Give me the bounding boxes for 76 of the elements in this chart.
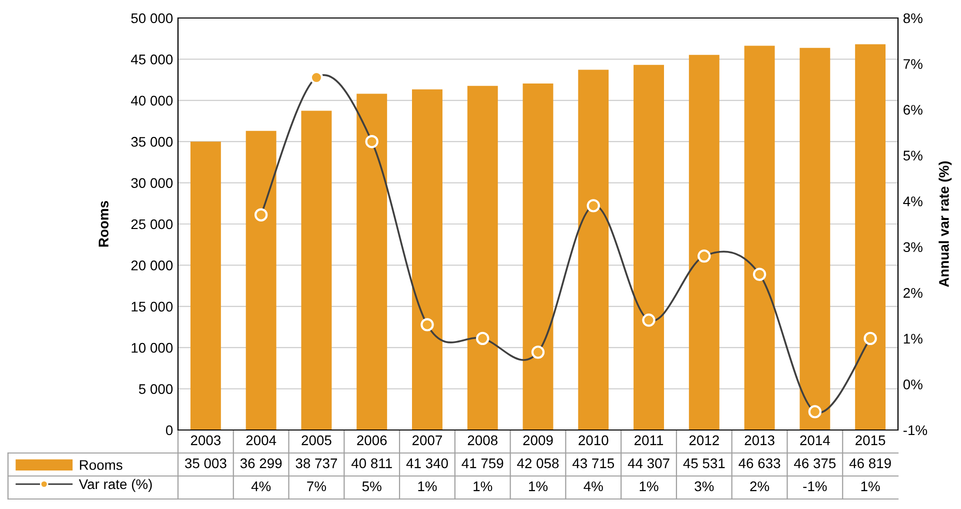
- bar: [412, 89, 442, 430]
- y2-tick-label: 5%: [903, 150, 922, 161]
- y-tick-label: 25 000: [131, 219, 173, 230]
- data-label: 44 307: [628, 458, 670, 468]
- bar: [246, 130, 276, 430]
- x-tick-label: 2013: [744, 435, 774, 446]
- data-label: 5%: [362, 481, 382, 492]
- y2-tick-label: 2%: [904, 288, 922, 298]
- data-label: 38 737: [296, 458, 338, 468]
- data-label: 46 633: [738, 458, 780, 468]
- data-label: 1%: [529, 481, 548, 492]
- y-tick-label: 35 000: [131, 136, 173, 147]
- data-label: 41 340: [406, 458, 448, 468]
- data-label: 46 375: [794, 458, 836, 468]
- x-tick-label: 2007: [412, 435, 442, 446]
- data-label: 4%: [584, 481, 603, 492]
- y2-tick-label: 4%: [903, 196, 922, 206]
- data-label: 1%: [861, 481, 880, 492]
- y-tick-label: 20 000: [131, 260, 173, 270]
- data-label: 3%: [694, 481, 714, 492]
- y-tick-label: 5 000: [138, 384, 173, 394]
- x-tick-label: 2006: [357, 435, 387, 446]
- bar: [190, 142, 221, 430]
- y2-tick-label: -1%: [903, 425, 928, 436]
- y-tick-label: 30 000: [131, 178, 173, 188]
- y-tick-label: 50 000: [131, 13, 173, 24]
- data-label: 42 058: [517, 458, 559, 468]
- y2-tick-label: 1%: [904, 334, 922, 344]
- x-tick-label: 2004: [246, 435, 276, 446]
- bar: [744, 46, 775, 430]
- y-tick-label: 40 000: [130, 96, 173, 106]
- y2-tick-label: 0%: [903, 380, 922, 390]
- bar: [467, 86, 498, 430]
- data-label: 43 715: [572, 458, 614, 468]
- bar: [522, 83, 554, 430]
- y-tick-label: 45 000: [130, 54, 173, 64]
- data-label: 4%: [251, 481, 271, 492]
- data-label: 45 531: [683, 458, 725, 468]
- data-label: 46 819: [849, 458, 891, 468]
- data-label: 2%: [750, 481, 770, 492]
- x-tick-label: 2008: [468, 435, 498, 446]
- y2-tick-label: 3%: [903, 242, 922, 252]
- y2-tick-label: 8%: [903, 13, 922, 24]
- data-label: 40 811: [351, 458, 392, 468]
- bar: [634, 64, 664, 430]
- data-label: 35 003: [184, 458, 226, 468]
- x-tick-label: 2005: [302, 435, 332, 446]
- data-label: 1%: [418, 481, 437, 492]
- data-label: 1%: [640, 481, 658, 492]
- bar: [578, 70, 609, 430]
- data-label: 7%: [307, 481, 326, 492]
- data-label: -1%: [803, 481, 827, 492]
- bar: [301, 110, 332, 430]
- x-tick-label: 2011: [634, 435, 664, 446]
- bar: [356, 94, 388, 430]
- bar: [800, 48, 830, 430]
- x-tick-label: 2014: [800, 435, 830, 446]
- x-tick-label: 2010: [578, 435, 608, 446]
- bar: [855, 44, 886, 430]
- y-tick-label: 0: [166, 425, 173, 436]
- y-axis-title: Rooms: [98, 201, 108, 247]
- legend-label: Rooms: [80, 460, 122, 470]
- x-tick-label: 2015: [856, 435, 886, 446]
- y2-tick-label: 7%: [904, 59, 922, 69]
- y-tick-label: 10 000: [132, 342, 173, 353]
- x-tick-label: 2012: [689, 435, 719, 446]
- y-tick-label: 15 000: [132, 302, 173, 312]
- y2-tick-label: 6%: [904, 104, 922, 115]
- y2-axis-title: Annual var rate (%): [938, 161, 952, 287]
- data-label: 1%: [474, 481, 492, 492]
- x-tick-label: 2003: [190, 435, 221, 446]
- x-tick-label: 2009: [523, 435, 553, 446]
- data-label: 36 299: [240, 458, 282, 468]
- bar: [688, 54, 720, 430]
- data-label: 41 759: [462, 458, 504, 468]
- legend-label: Var rate (%): [78, 478, 152, 492]
